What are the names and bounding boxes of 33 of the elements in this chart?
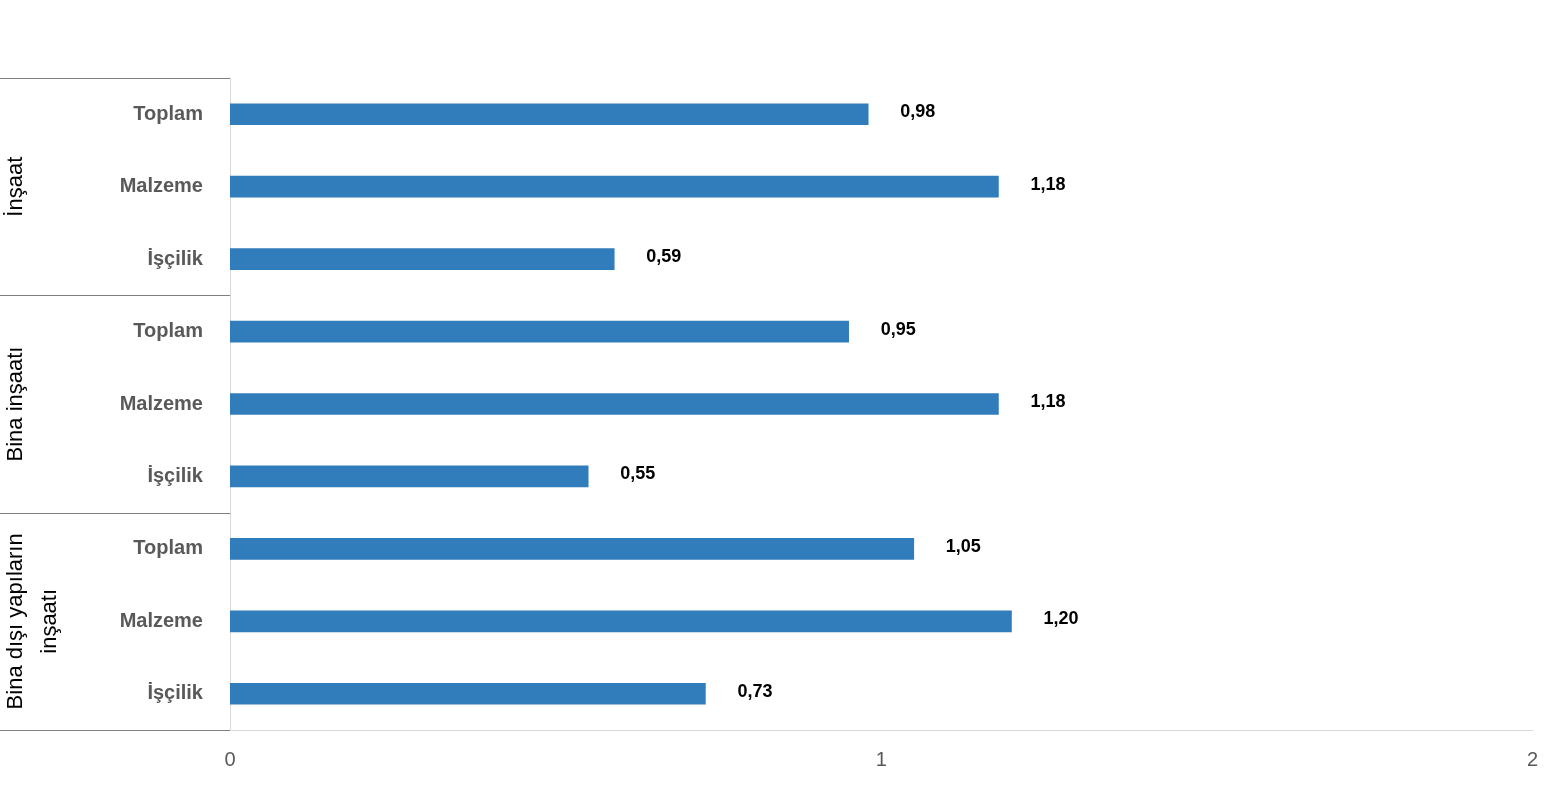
data-label: 1,05: [945, 535, 981, 556]
text: İnşaat: [2, 156, 28, 217]
bar: [230, 175, 999, 198]
bar: [230, 320, 849, 343]
bar: [230, 682, 706, 705]
bar: [230, 248, 615, 270]
y-tick-label: Malzeme: [119, 608, 203, 631]
y-tick-label: İşçilik: [147, 463, 204, 486]
y-tick-label: Toplam: [133, 319, 203, 342]
y-tick-label: Malzeme: [119, 391, 203, 414]
data-label: 0,59: [646, 246, 682, 267]
y-tick-label: İşçilik: [147, 681, 204, 704]
bar: [230, 610, 1012, 633]
y-tick-label: Toplam: [133, 101, 203, 124]
x-tick-label: 1: [875, 747, 887, 770]
y-tick-label: Malzeme: [119, 174, 203, 197]
text: Bina inşaatı: [2, 346, 28, 462]
data-label: 1,20: [1043, 608, 1079, 629]
y-tick-label: Toplam: [133, 536, 203, 559]
x-tick-label: 2: [1526, 747, 1538, 770]
data-label: 1,18: [1030, 173, 1066, 194]
bar: [230, 465, 589, 488]
data-label: 0,73: [737, 680, 773, 701]
data-label: 1,18: [1030, 390, 1066, 411]
data-label: 0,95: [880, 318, 916, 339]
text: Bina dışı yapıların inşaatı: [2, 533, 62, 710]
data-label: 0,55: [620, 463, 656, 484]
y-tick-label: İşçilik: [147, 246, 204, 269]
data-label: 0,98: [900, 101, 936, 122]
bar: [230, 393, 999, 415]
x-tick-label: 0: [224, 747, 236, 770]
bar: [230, 538, 915, 560]
bar: [230, 103, 869, 126]
